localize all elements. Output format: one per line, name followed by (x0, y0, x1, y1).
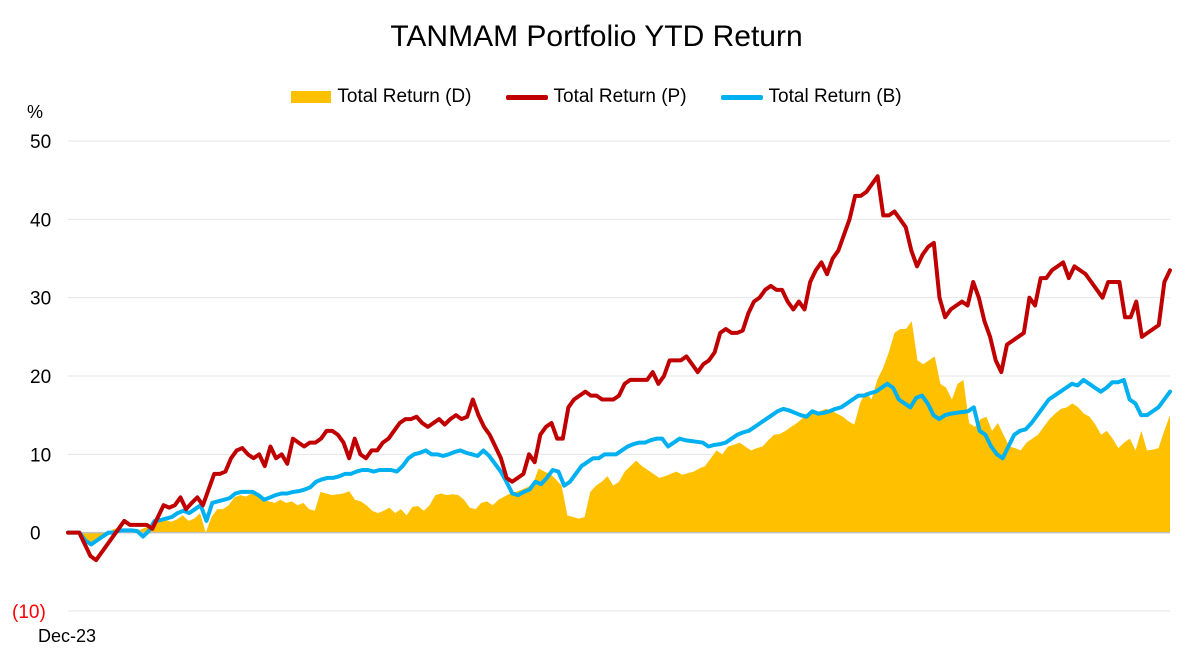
legend-swatch-p (505, 94, 548, 100)
y-tick-label: 40 (30, 210, 51, 231)
y-axis-unit-label: % (27, 102, 44, 122)
y-tick-label: 30 (30, 289, 51, 310)
legend-swatch-b (720, 94, 763, 100)
legend-label-p: Total Return (P) (553, 86, 687, 107)
legend-swatch-d (291, 91, 332, 103)
legend-item-d: Total Return (D) (291, 86, 472, 108)
legend-item-b: Total Return (B) (720, 86, 902, 108)
chart-legend: Total Return (D) Total Return (P) Total … (0, 86, 1193, 108)
legend-item-p: Total Return (P) (505, 86, 687, 108)
y-tick-label: 50 (30, 132, 51, 153)
y-tick-label: 0 (30, 524, 41, 545)
y-tick-label: 20 (30, 367, 51, 388)
chart-title: TANMAM Portfolio YTD Return (390, 20, 803, 53)
legend-label-b: Total Return (B) (768, 86, 902, 107)
series-area-d (68, 321, 1170, 543)
y-tick-label: 10 (30, 445, 51, 466)
legend-label-d: Total Return (D) (337, 86, 472, 107)
y-tick-label: (10) (12, 602, 46, 623)
series-line-p (66, 174, 1172, 563)
series-line-b (66, 377, 1172, 547)
x-axis-tick-label: Dec-23 (38, 626, 97, 646)
